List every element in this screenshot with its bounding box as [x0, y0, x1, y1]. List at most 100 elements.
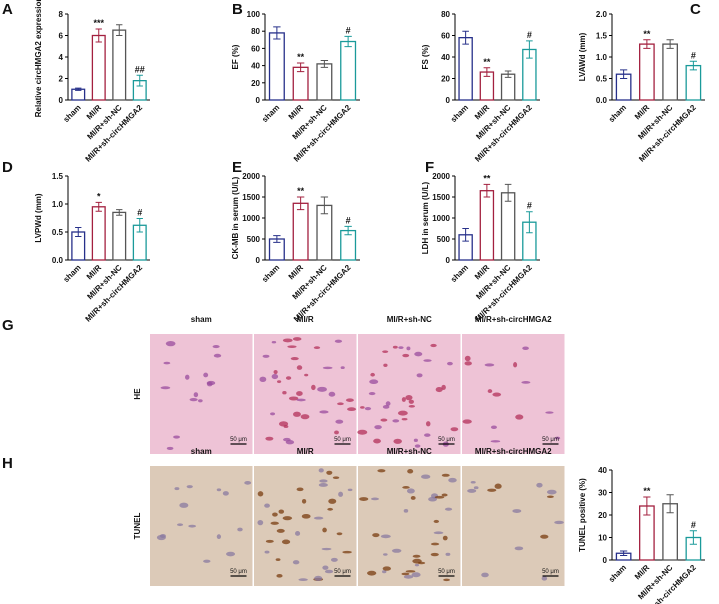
cell-nucleus	[265, 539, 274, 543]
cell-nucleus	[554, 436, 561, 440]
y-axis-label: LVAWd (mm)	[578, 32, 587, 81]
cell-nucleus	[276, 380, 282, 384]
cell-nucleus	[462, 419, 472, 424]
cell-nucleus	[392, 419, 400, 423]
error-bar	[689, 530, 697, 545]
cell-nucleus	[405, 570, 416, 573]
error-bar	[95, 201, 102, 212]
cell-nucleus	[540, 534, 549, 539]
cell-nucleus	[319, 479, 328, 483]
image-title: MI/R+sh-NC	[387, 447, 432, 456]
error-bar	[116, 209, 123, 216]
micrograph	[358, 466, 461, 586]
cell-nucleus	[273, 369, 278, 375]
cell-nucleus	[383, 363, 388, 368]
cell-nucleus	[322, 366, 333, 370]
significance-label: #	[527, 201, 532, 211]
cell-nucleus	[193, 392, 199, 398]
error-bar	[620, 550, 628, 556]
cell-nucleus	[382, 405, 390, 409]
cell-nucleus	[212, 345, 220, 349]
scale-bar-label: 50 μm	[334, 437, 351, 443]
cell-nucleus	[370, 497, 380, 501]
significance-label: **	[297, 52, 305, 62]
cell-nucleus	[360, 406, 365, 409]
x-tick-label: MI/R	[287, 263, 305, 281]
bar	[500, 192, 516, 261]
cell-nucleus	[382, 350, 389, 353]
cell-nucleus	[203, 372, 209, 378]
significance-label: #	[691, 520, 696, 530]
y-tick-label: 100	[247, 10, 261, 19]
cell-nucleus	[296, 487, 304, 492]
cell-nucleus	[338, 491, 344, 497]
cell-nucleus	[441, 473, 450, 477]
cell-nucleus	[301, 513, 311, 519]
cell-nucleus	[430, 542, 440, 546]
y-tick-label: 6	[59, 32, 64, 41]
stain-label: HE	[133, 388, 142, 400]
cell-nucleus	[513, 362, 518, 368]
error-bar	[526, 211, 533, 234]
panel-letter: H	[2, 455, 13, 472]
image-title: MI/R	[297, 447, 314, 456]
x-tick-label: sham	[62, 263, 83, 284]
cell-nucleus	[402, 353, 410, 358]
scale-bar-label: 50 μm	[334, 569, 351, 575]
error-bar	[320, 196, 329, 215]
image-title: sham	[191, 447, 212, 456]
cell-nucleus	[467, 488, 477, 493]
y-tick-label: 1.5	[596, 32, 608, 41]
bar	[268, 32, 285, 101]
bar	[112, 211, 127, 261]
cell-nucleus	[382, 566, 391, 571]
bar	[479, 190, 495, 261]
significance-label: **	[643, 486, 651, 496]
cell-nucleus	[367, 570, 377, 576]
y-tick-label: 1500	[432, 193, 450, 202]
cell-nucleus	[332, 476, 340, 480]
cell-nucleus	[335, 419, 344, 424]
cell-nucleus	[380, 418, 388, 422]
cell-nucleus	[347, 407, 357, 411]
cell-nucleus	[546, 489, 557, 495]
x-tick-label: MI/R	[473, 103, 491, 121]
error-bar	[296, 196, 305, 211]
y-tick-label: 1.0	[52, 200, 64, 209]
cell-nucleus	[522, 346, 529, 351]
cell-nucleus	[464, 355, 471, 362]
cell-nucleus	[271, 374, 279, 380]
panel-letter: G	[2, 317, 14, 334]
cell-nucleus	[321, 547, 332, 551]
y-tick-label: 0.0	[596, 96, 608, 105]
bar	[685, 64, 702, 101]
error-bar	[643, 39, 651, 49]
cell-nucleus	[401, 397, 406, 402]
error-bar	[344, 225, 352, 236]
cell-nucleus	[270, 521, 279, 525]
cell-nucleus	[283, 425, 289, 428]
cell-nucleus	[324, 569, 334, 574]
y-tick-label: 0.5	[52, 228, 64, 237]
cell-nucleus	[423, 359, 432, 362]
cell-nucleus	[216, 488, 222, 492]
y-axis-label: TUNEL positive (%)	[578, 478, 587, 552]
cell-nucleus	[490, 440, 501, 443]
error-bar	[296, 62, 305, 73]
y-tick-label: 0	[256, 256, 261, 265]
panel-letter: D	[2, 159, 13, 176]
cell-nucleus	[357, 429, 368, 435]
error-bar	[620, 69, 628, 79]
y-tick-label: 0.5	[596, 75, 608, 84]
cell-nucleus	[160, 386, 171, 390]
cell-nucleus	[189, 398, 198, 402]
cell-nucleus	[490, 425, 497, 430]
error-bar	[462, 30, 469, 45]
cell-nucleus	[213, 353, 222, 358]
cell-nucleus	[327, 507, 334, 511]
cell-nucleus	[428, 496, 437, 502]
image-title: MI/R+sh-NC	[387, 315, 432, 324]
cell-nucleus	[179, 502, 189, 508]
significance-label: **	[483, 57, 491, 67]
cell-nucleus	[226, 551, 236, 557]
